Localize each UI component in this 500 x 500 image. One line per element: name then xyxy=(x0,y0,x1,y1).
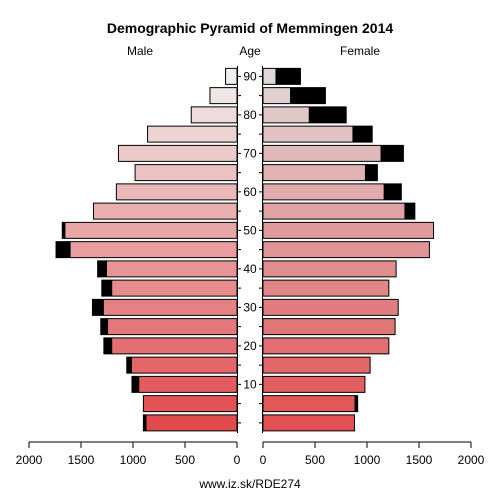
age-tick-label: 90 xyxy=(243,69,257,83)
age-tick-label: 40 xyxy=(243,262,257,276)
female-bar-20-24 xyxy=(262,337,390,355)
male-bar-10-14 xyxy=(131,375,238,393)
x-tick-label-male: 1000 xyxy=(120,453,147,467)
male-bar-75-79 xyxy=(147,125,238,143)
female-bar-55-59 xyxy=(262,202,416,220)
male-bar-70-74 xyxy=(117,144,238,162)
age-tick-label: 10 xyxy=(243,377,257,391)
male-surplus-0-4 xyxy=(143,414,147,431)
female-bar-35-39 xyxy=(262,279,390,297)
male-surplus-35-39 xyxy=(101,280,113,297)
male-bar-45-49 xyxy=(55,241,238,259)
male-bar-80-84 xyxy=(190,106,238,124)
male-bar-40-44 xyxy=(97,260,238,278)
female-surplus-70-74 xyxy=(380,145,404,162)
male-label: Male xyxy=(127,44,153,58)
age-tick-label: 80 xyxy=(243,108,257,122)
female-bar-65-69 xyxy=(262,164,378,182)
female-bars xyxy=(262,67,435,432)
age-tick-label: 50 xyxy=(243,223,257,237)
female-surplus-60-64 xyxy=(383,183,402,200)
female-surplus-75-79 xyxy=(352,126,373,143)
male-surplus-50-54 xyxy=(62,222,66,239)
x-tick-label-male: 2000 xyxy=(16,453,43,467)
age-label: Age xyxy=(239,44,261,58)
age-tick-label: 30 xyxy=(243,300,257,314)
male-bar-55-59 xyxy=(92,202,238,220)
female-bar-15-19 xyxy=(262,356,371,374)
x-tick-label-female: 1500 xyxy=(406,453,433,467)
male-bar-65-69 xyxy=(134,164,238,182)
x-axis-male: 2000 1500 1000 500 0 xyxy=(16,441,241,467)
x-axis-female: 0 500 1000 1500 2000 xyxy=(260,441,485,467)
male-bar-25-29 xyxy=(100,318,238,336)
x-tick-label-female: 1000 xyxy=(354,453,381,467)
female-bar-40-44 xyxy=(262,260,397,278)
age-axis: 10 20 30 40 50 60 70 80 90 xyxy=(237,66,263,433)
male-bar-30-34 xyxy=(91,298,238,316)
female-bar-25-29 xyxy=(262,318,396,336)
male-bar-60-64 xyxy=(115,183,238,201)
male-bar-0-4 xyxy=(142,414,238,432)
female-bar-10-14 xyxy=(262,375,366,393)
female-label: Female xyxy=(340,44,380,58)
female-surplus-5-9 xyxy=(354,395,358,412)
male-bar-35-39 xyxy=(101,279,238,297)
male-surplus-45-49 xyxy=(56,241,71,258)
female-surplus-65-69 xyxy=(364,164,378,181)
female-bar-60-64 xyxy=(262,183,402,201)
male-bars xyxy=(55,67,238,432)
male-surplus-25-29 xyxy=(100,318,109,335)
x-tick-label-female: 500 xyxy=(305,453,325,467)
male-surplus-10-14 xyxy=(131,376,140,393)
female-surplus-85-89 xyxy=(290,87,326,104)
female-bar-45-49 xyxy=(262,241,430,259)
female-bar-50-54 xyxy=(262,221,435,239)
male-surplus-30-34 xyxy=(92,299,104,316)
x-tick-label-female: 2000 xyxy=(458,453,485,467)
female-bar-30-34 xyxy=(262,298,399,316)
chart-title: Demographic Pyramid of Memmingen 2014 xyxy=(107,20,394,36)
male-surplus-20-24 xyxy=(103,337,113,354)
male-bar-20-24 xyxy=(103,337,238,355)
male-surplus-40-44 xyxy=(97,260,107,277)
x-tick-label-female: 0 xyxy=(260,453,267,467)
x-tick-label-male: 1500 xyxy=(68,453,95,467)
female-bar-0-4 xyxy=(262,414,356,432)
age-tick-label: 60 xyxy=(243,185,257,199)
age-tick-label: 20 xyxy=(243,339,257,353)
x-tick-label-male: 0 xyxy=(234,453,241,467)
x-tick-label-male: 500 xyxy=(175,453,195,467)
female-surplus-55-59 xyxy=(404,203,415,220)
source-label: www.iz.sk/RDE274 xyxy=(198,477,301,491)
male-bar-90+ xyxy=(225,67,238,85)
male-bar-5-9 xyxy=(142,395,238,413)
male-bar-85-89 xyxy=(209,87,238,105)
female-bar-5-9 xyxy=(262,395,359,413)
female-surplus-80-84 xyxy=(308,106,347,123)
male-bar-50-54 xyxy=(61,221,238,239)
age-tick-label: 70 xyxy=(243,146,257,160)
female-surplus-90+ xyxy=(275,68,301,85)
male-surplus-15-19 xyxy=(126,357,132,374)
male-bar-15-19 xyxy=(126,356,238,374)
